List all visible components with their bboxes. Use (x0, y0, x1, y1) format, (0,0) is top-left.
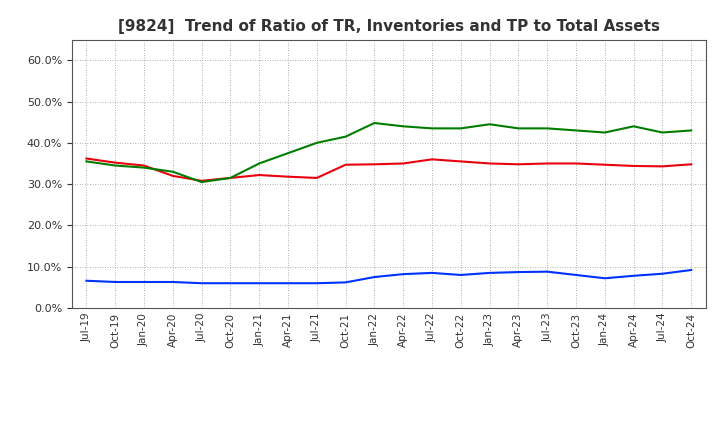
Inventories (197, 281, 206, 286)
Trade Receivables (485, 161, 494, 166)
Inventories (140, 279, 148, 285)
Trade Payables (226, 175, 235, 180)
Inventories (312, 281, 321, 286)
Line: Trade Payables: Trade Payables (86, 123, 691, 182)
Trade Receivables (687, 161, 696, 167)
Trade Payables (658, 130, 667, 135)
Trade Payables (600, 130, 609, 135)
Trade Payables (284, 150, 292, 156)
Trade Receivables (341, 162, 350, 167)
Trade Receivables (197, 178, 206, 183)
Trade Receivables (226, 175, 235, 180)
Trade Payables (341, 134, 350, 139)
Trade Payables (687, 128, 696, 133)
Line: Trade Receivables: Trade Receivables (86, 158, 691, 181)
Trade Receivables (572, 161, 580, 166)
Trade Receivables (140, 163, 148, 168)
Inventories (687, 268, 696, 273)
Inventories (428, 270, 436, 275)
Inventories (341, 280, 350, 285)
Inventories (82, 278, 91, 283)
Inventories (658, 271, 667, 276)
Inventories (399, 271, 408, 277)
Trade Receivables (82, 156, 91, 161)
Trade Receivables (428, 157, 436, 162)
Trade Payables (543, 126, 552, 131)
Inventories (111, 279, 120, 285)
Trade Receivables (312, 175, 321, 180)
Trade Payables (111, 163, 120, 168)
Trade Receivables (514, 161, 523, 167)
Inventories (629, 273, 638, 279)
Trade Receivables (456, 159, 465, 164)
Trade Payables (140, 165, 148, 170)
Trade Payables (572, 128, 580, 133)
Trade Receivables (600, 162, 609, 167)
Inventories (485, 270, 494, 275)
Inventories (456, 272, 465, 278)
Inventories (543, 269, 552, 274)
Trade Payables (456, 126, 465, 131)
Trade Payables (399, 124, 408, 129)
Trade Receivables (168, 173, 177, 179)
Trade Receivables (370, 161, 379, 167)
Trade Payables (255, 161, 264, 166)
Trade Payables (197, 180, 206, 185)
Trade Payables (629, 124, 638, 129)
Trade Payables (82, 159, 91, 164)
Trade Receivables (284, 174, 292, 180)
Trade Receivables (658, 164, 667, 169)
Trade Receivables (399, 161, 408, 166)
Trade Payables (370, 121, 379, 126)
Trade Receivables (111, 160, 120, 165)
Inventories (284, 281, 292, 286)
Trade Payables (168, 169, 177, 174)
Trade Payables (428, 126, 436, 131)
Inventories (572, 272, 580, 278)
Inventories (168, 279, 177, 285)
Trade Payables (514, 126, 523, 131)
Inventories (514, 269, 523, 275)
Trade Receivables (255, 172, 264, 178)
Line: Inventories: Inventories (86, 270, 691, 283)
Inventories (226, 281, 235, 286)
Trade Receivables (629, 163, 638, 169)
Trade Payables (485, 121, 494, 127)
Inventories (600, 275, 609, 281)
Inventories (370, 275, 379, 280)
Inventories (255, 281, 264, 286)
Trade Receivables (543, 161, 552, 166)
Title: [9824]  Trend of Ratio of TR, Inventories and TP to Total Assets: [9824] Trend of Ratio of TR, Inventories… (118, 19, 660, 34)
Trade Payables (312, 140, 321, 146)
